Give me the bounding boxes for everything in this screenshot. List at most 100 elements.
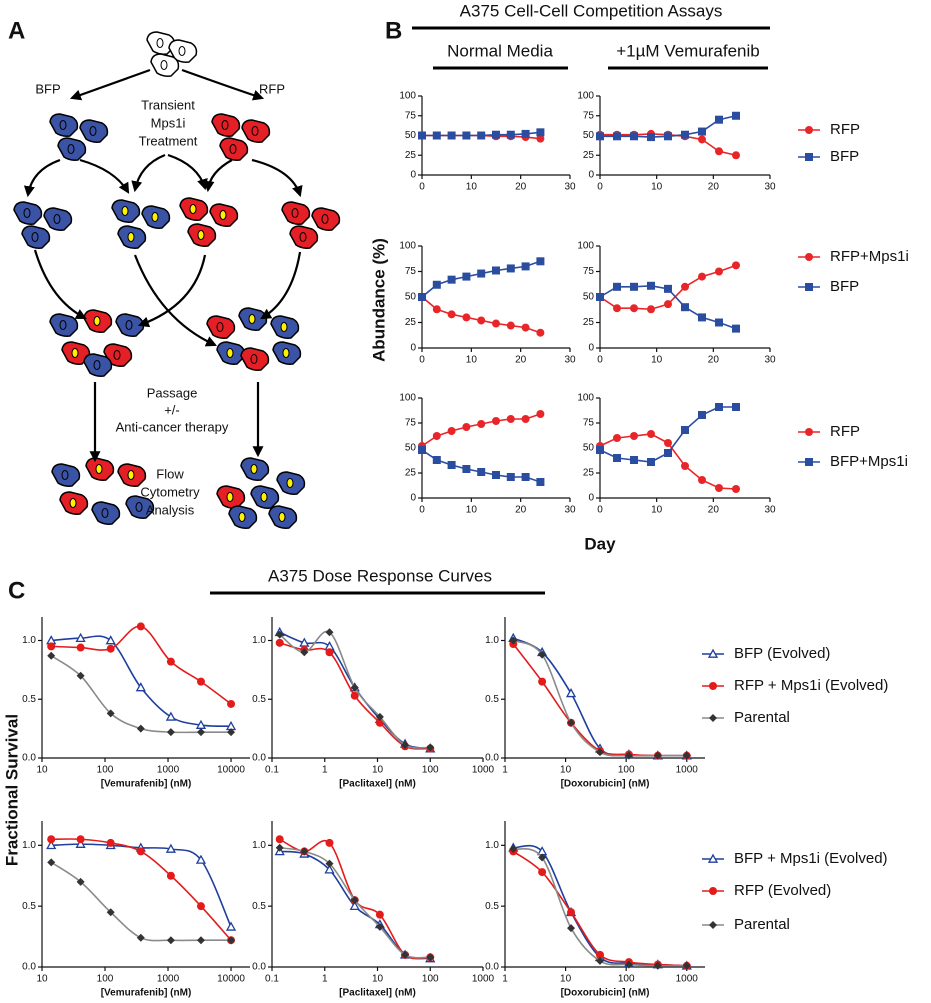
data-point (624, 960, 633, 969)
legend-label: RFP + Mps1i (Evolved) (734, 677, 888, 694)
data-point (681, 282, 689, 291)
data-point (536, 257, 545, 266)
y-tick-label: 0.0 (252, 962, 266, 973)
data-point (630, 304, 638, 313)
x-tick-label: 10000 (217, 974, 245, 985)
x-axis-title: [Paclitaxel] (nM) (339, 988, 416, 999)
x-tick-label: 10 (651, 355, 663, 366)
x-tick-label: 20 (515, 182, 527, 193)
y-tick-label: 1.0 (22, 840, 36, 851)
y-tick-label: 75 (583, 110, 595, 121)
data-point (698, 313, 706, 322)
data-point (75, 632, 86, 642)
panel-label: B (385, 17, 402, 44)
data-point (426, 953, 435, 962)
x-tick-label: 30 (564, 182, 576, 193)
legend-label: Parental (734, 709, 790, 726)
data-point (166, 871, 175, 880)
y-tick-label: 0.5 (22, 694, 36, 705)
arrow (79, 158, 130, 194)
data-point (477, 131, 486, 140)
y-tick-label: 75 (583, 418, 595, 429)
legend-marker (709, 682, 717, 690)
label: Anti-cancer therapy (116, 419, 229, 434)
cell-group (112, 200, 169, 248)
legend-label: RFP+Mps1i (830, 248, 909, 265)
legend-marker (805, 126, 813, 134)
data-point (375, 910, 384, 919)
x-tick-label: 1000 (676, 765, 699, 776)
x-tick-label: 1000 (157, 765, 180, 776)
data-point (136, 622, 145, 631)
data-point (664, 439, 672, 447)
data-point (506, 321, 515, 330)
data-point (647, 458, 655, 466)
legend-label: RFP (830, 121, 860, 138)
x-tick-label: 1000 (676, 974, 699, 985)
x-tick-label: 100 (618, 765, 635, 776)
legend-marker (805, 253, 813, 261)
y-tick-label: 50 (405, 443, 417, 454)
data-point (165, 843, 177, 853)
fit-curve (51, 843, 232, 928)
y-tick-label: 50 (583, 292, 595, 303)
data-point (492, 319, 500, 328)
cell-group (52, 458, 153, 524)
data-point (227, 699, 236, 708)
y-tick-label: 25 (583, 150, 595, 161)
y-axis-title: Fractional Survival (2, 714, 21, 866)
data-point (715, 484, 723, 492)
data-point (567, 718, 576, 727)
data-point (432, 305, 441, 314)
data-point (432, 456, 441, 464)
x-tick-label: 10 (372, 765, 384, 776)
data-point (447, 461, 456, 469)
data-point (682, 751, 691, 760)
arrow (167, 153, 208, 191)
data-point (76, 643, 85, 652)
cell-group (14, 202, 71, 248)
x-tick-label: 0 (419, 505, 425, 516)
data-point (664, 300, 672, 309)
legend-marker (805, 283, 813, 291)
data-point (350, 896, 359, 905)
x-tick-label: 30 (764, 505, 776, 516)
y-tick-label: 1.0 (22, 635, 36, 646)
data-point (613, 282, 621, 291)
label: Treatment (139, 133, 198, 148)
data-point (324, 864, 335, 874)
y-tick-label: 25 (583, 317, 595, 328)
y-tick-label: 25 (405, 317, 417, 328)
data-point (681, 130, 689, 139)
data-point (375, 922, 384, 931)
data-point (418, 293, 426, 301)
x-tick-label: 1 (322, 974, 328, 985)
x-tick-label: 10 (560, 765, 572, 776)
cell-group (282, 202, 339, 248)
arrow (23, 158, 61, 198)
x-tick-label: 20 (708, 182, 720, 193)
data-point (630, 432, 638, 440)
data-point (698, 127, 706, 136)
data-point (596, 446, 604, 454)
data-point (492, 471, 500, 479)
y-tick-label: 75 (405, 110, 417, 121)
data-point (136, 933, 145, 942)
x-tick-label: 10 (466, 505, 478, 516)
data-point (613, 304, 621, 313)
data-point (426, 743, 435, 752)
data-point (105, 635, 116, 645)
legend-label: BFP+Mps1i (830, 453, 908, 470)
arrow (203, 159, 233, 193)
y-tick-label: 100 (399, 393, 416, 404)
y-tick-label: 0.5 (485, 901, 499, 912)
data-point (492, 417, 500, 425)
data-point (325, 628, 334, 637)
data-point (538, 853, 547, 862)
x-tick-label: 20 (708, 355, 720, 366)
data-point (681, 462, 689, 470)
data-point (647, 430, 655, 438)
label: Passage (147, 385, 198, 400)
x-tick-label: 100 (422, 765, 439, 776)
y-tick-label: 75 (405, 418, 417, 429)
